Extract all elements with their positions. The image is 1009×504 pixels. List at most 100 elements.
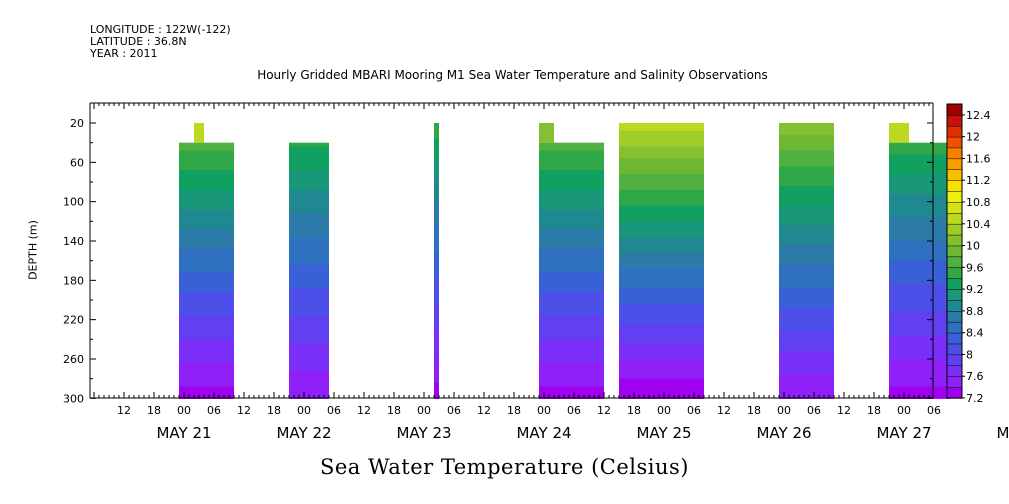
y-tick-label: 100 xyxy=(63,196,84,209)
heatmap-cell xyxy=(434,162,439,167)
heatmap-cell xyxy=(779,284,834,289)
heatmap-cell xyxy=(779,256,834,262)
heatmap-cell xyxy=(889,154,949,159)
heatmap-cell xyxy=(539,272,604,277)
colorbar-segment xyxy=(946,103,963,116)
heatmap-cell xyxy=(779,233,834,238)
heatmap-cell xyxy=(289,174,329,179)
heatmap-cell xyxy=(289,335,329,340)
heatmap-cell xyxy=(889,335,949,340)
colorbar-tick-label: 10.8 xyxy=(966,196,991,209)
heatmap-cell xyxy=(779,343,834,348)
heatmap-cell xyxy=(619,355,704,360)
heatmap-cell xyxy=(289,292,329,297)
heatmap-cell xyxy=(434,229,439,234)
heatmap-cell xyxy=(779,237,834,242)
colorbar-tick-label: 7.2 xyxy=(966,392,984,405)
heatmap-cell xyxy=(539,123,554,143)
heatmap-cell xyxy=(539,174,604,179)
heatmap-cell xyxy=(779,327,834,333)
latitude-label: LATITUDE : 36.8N xyxy=(90,35,187,48)
heatmap-cell xyxy=(619,288,704,293)
heatmap-cell xyxy=(179,390,234,395)
heatmap-cell xyxy=(779,331,834,336)
heatmap-cell xyxy=(619,351,704,356)
heatmap-cell xyxy=(179,351,234,356)
heatmap-cell xyxy=(434,205,439,211)
heatmap-cell xyxy=(779,170,834,175)
heatmap-cell xyxy=(539,201,604,207)
heatmap-cell xyxy=(779,358,834,364)
heatmap-cell xyxy=(289,378,329,384)
x-tick-label: 18 xyxy=(267,404,281,417)
heatmap-cell xyxy=(889,331,949,336)
heatmap-cell xyxy=(179,240,234,246)
heatmap-cell xyxy=(619,331,704,336)
heatmap-cell xyxy=(539,299,604,305)
heatmap-cell xyxy=(539,276,604,281)
heatmap-cell xyxy=(434,201,439,207)
heatmap-cell xyxy=(289,256,329,262)
heatmap-cell xyxy=(619,240,704,246)
heatmap-cell xyxy=(179,327,234,333)
heatmap-cell xyxy=(619,126,704,132)
colorbar-caption: Sea Water Temperature (Celsius) xyxy=(319,455,689,479)
x-tick-label: 12 xyxy=(597,404,611,417)
heatmap-cell xyxy=(779,394,834,399)
heatmap-cell xyxy=(539,252,604,258)
heatmap-cell xyxy=(779,158,834,163)
heatmap-cell xyxy=(889,233,949,238)
colorbar-segment xyxy=(946,267,963,279)
heatmap-cell xyxy=(889,260,949,266)
heatmap-cell xyxy=(779,252,834,258)
heatmap-cell xyxy=(619,323,704,329)
heatmap-cell xyxy=(779,378,834,384)
heatmap-cell xyxy=(434,260,439,266)
heatmap-cell xyxy=(434,154,439,159)
heatmap-cell xyxy=(889,382,949,388)
heatmap-cell xyxy=(434,296,439,301)
x-tick-label: 18 xyxy=(627,404,641,417)
heatmap-cell xyxy=(889,189,949,195)
heatmap-cell xyxy=(619,382,704,388)
heatmap-cell xyxy=(619,154,704,159)
heatmap-cell xyxy=(434,311,439,317)
heatmap-cell xyxy=(539,150,604,156)
heatmap-cell xyxy=(539,390,604,395)
heatmap-cell xyxy=(619,185,704,191)
y-tick-label: 140 xyxy=(63,235,84,248)
x-day-label: MAY 23 xyxy=(396,424,451,442)
heatmap-cell xyxy=(539,217,604,222)
heatmap-cell xyxy=(179,378,234,384)
heatmap-cell xyxy=(434,323,439,329)
heatmap-cell xyxy=(289,205,329,211)
heatmap-fill xyxy=(179,123,949,399)
heatmap-cell xyxy=(289,288,329,293)
heatmap-cell xyxy=(779,296,834,301)
heatmap-cell xyxy=(619,343,704,348)
heatmap-cell xyxy=(289,366,329,372)
x-tick-label: 06 xyxy=(567,404,581,417)
heatmap-cell xyxy=(619,280,704,285)
heatmap-cell xyxy=(779,130,834,136)
heatmap-cell xyxy=(434,264,439,270)
x-day-label: MAY 27 xyxy=(876,424,931,442)
x-tick-label: 06 xyxy=(807,404,821,417)
heatmap-cell xyxy=(889,166,949,171)
heatmap-cell xyxy=(619,158,704,163)
heatmap-cell xyxy=(889,252,949,258)
heatmap-cell xyxy=(539,181,604,187)
colorbar-tick-label: 11.6 xyxy=(966,152,991,165)
heatmap-cell xyxy=(179,366,234,372)
colorbar-segment xyxy=(946,125,963,138)
heatmap-cell xyxy=(539,284,604,289)
heatmap-cell xyxy=(779,339,834,344)
heatmap-cell xyxy=(889,201,949,207)
heatmap-cell xyxy=(179,374,234,380)
colorbar-tick-label: 12 xyxy=(966,131,980,144)
heatmap-cell xyxy=(289,331,329,336)
colorbar-tick-label: 9.6 xyxy=(966,261,984,274)
x-day-label: MAY 28 xyxy=(996,424,1009,442)
y-tick-label: 180 xyxy=(63,274,84,287)
longitude-label: LONGITUDE : 122W(-122) xyxy=(90,23,231,36)
